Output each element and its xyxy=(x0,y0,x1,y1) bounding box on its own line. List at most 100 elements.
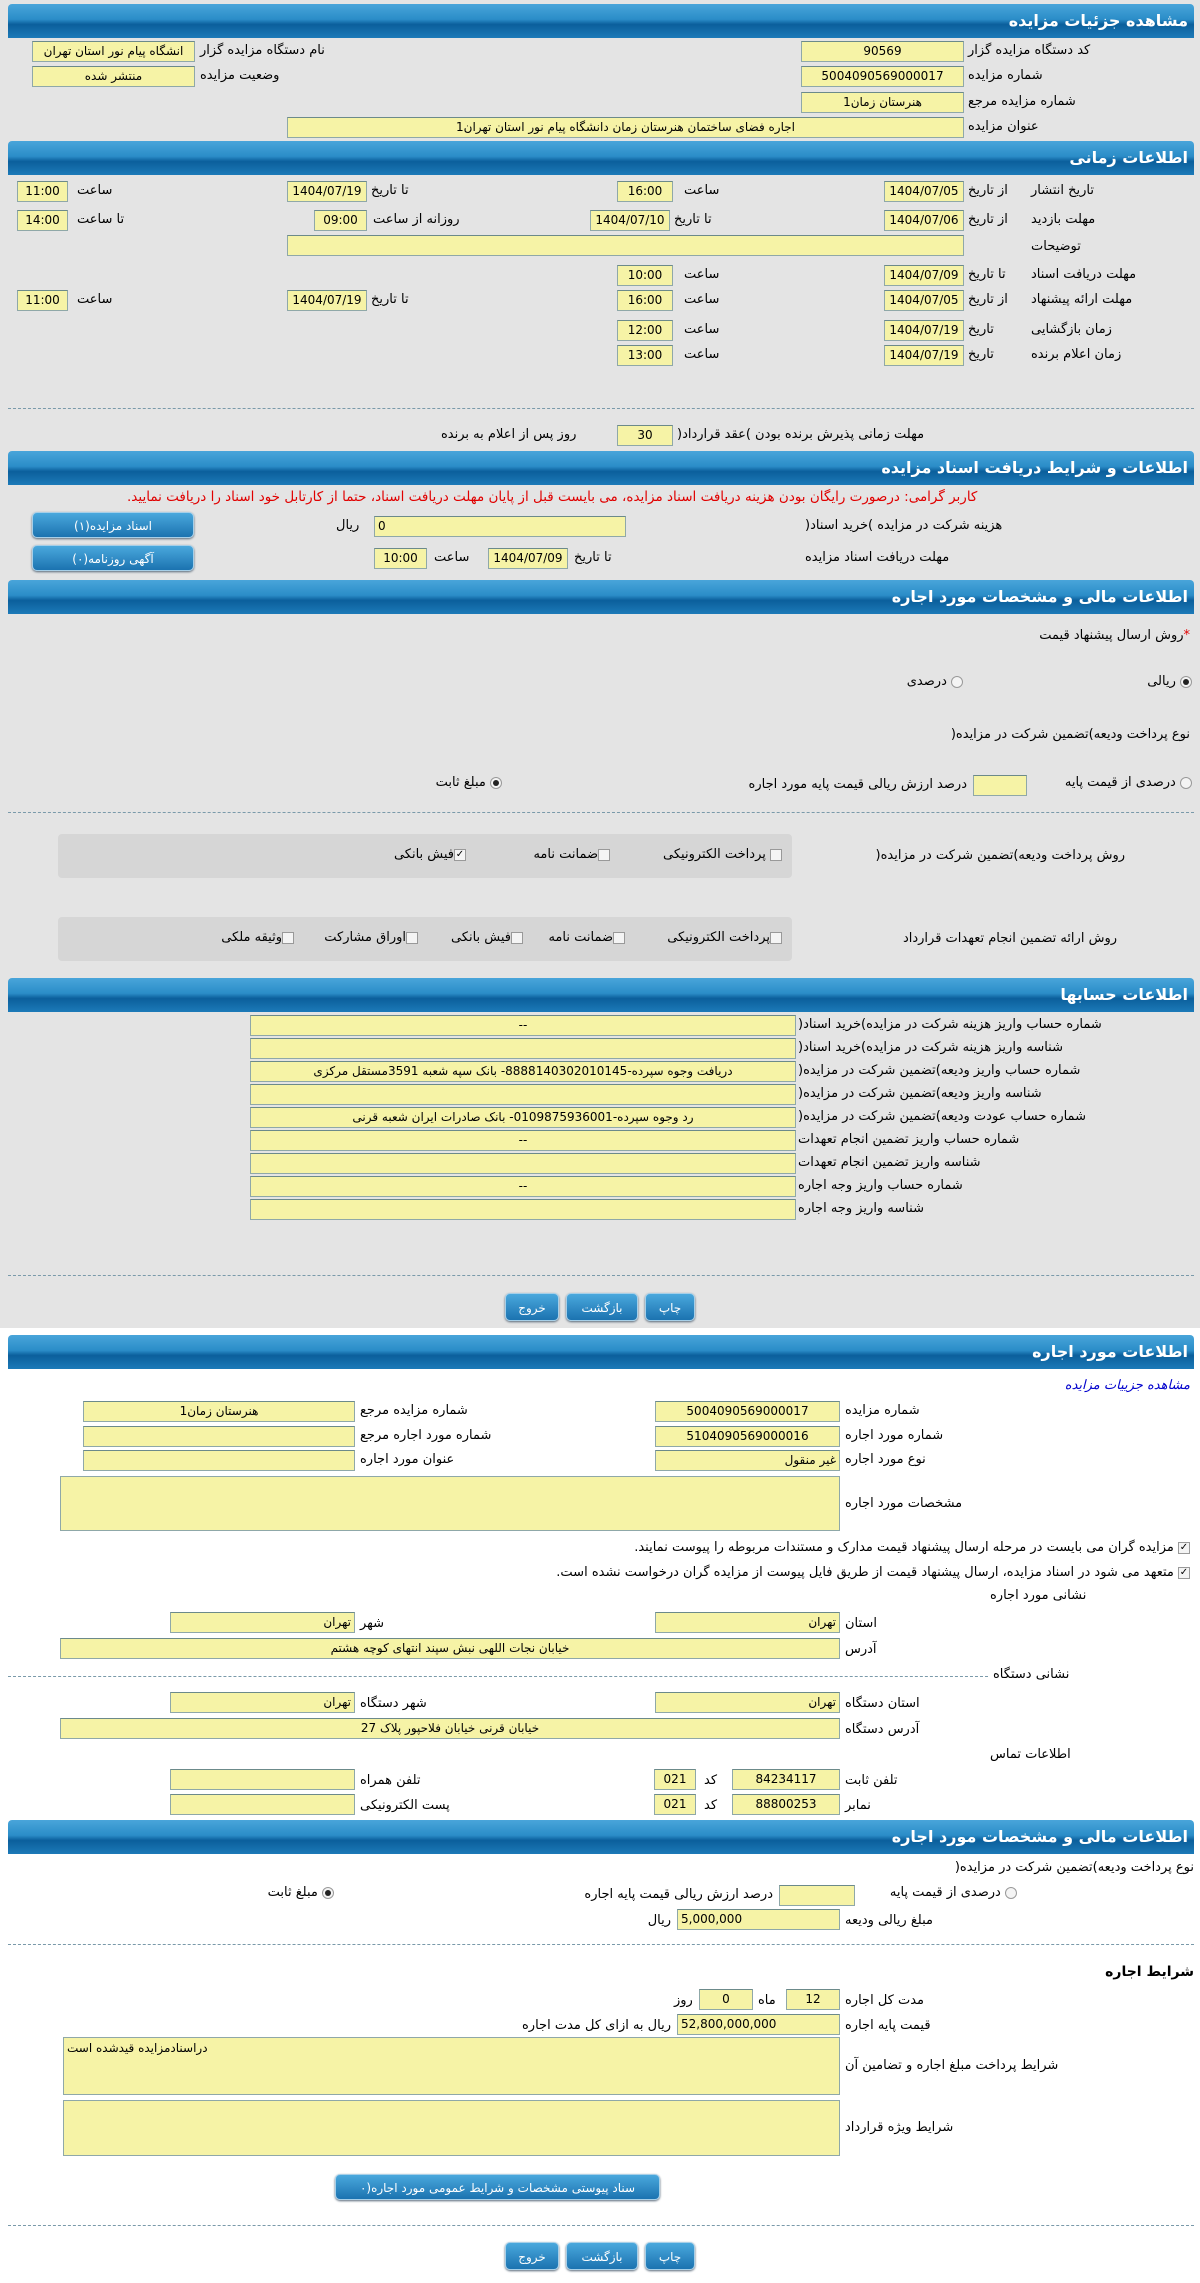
auction-details-link[interactable]: مشاهده جزییات مزایده xyxy=(1064,1378,1190,1393)
radio-icon[interactable] xyxy=(490,776,502,789)
months-field: 12 xyxy=(786,1989,840,2010)
account-field xyxy=(250,1199,796,1220)
checkbox-icon[interactable] xyxy=(770,931,782,944)
auction-docs-button[interactable]: اسناد مزایده(۱) xyxy=(32,512,194,538)
account-field xyxy=(250,1084,796,1105)
org-name-label: نام دستگاه مزایده گزار xyxy=(200,43,325,58)
time-label: ساعت xyxy=(684,267,720,282)
phone-code-field: 021 xyxy=(654,1769,696,1790)
org-city-field: تهران xyxy=(170,1692,355,1713)
ref-no-field: هنرستان زمان1 xyxy=(83,1401,355,1422)
account-field: -- xyxy=(250,1015,796,1036)
radio-percent[interactable]: درصدی xyxy=(907,674,963,689)
from-date-label: از تاریخ xyxy=(968,292,1008,307)
exit-button[interactable]: خروج xyxy=(505,2242,559,2270)
checkbox-icon[interactable] xyxy=(598,848,610,861)
checkbox-bank-receipt[interactable]: فیش بانکی xyxy=(451,930,523,945)
winner-label: زمان اعلام برنده xyxy=(1031,347,1122,362)
auction-no-field: 5004090569000017 xyxy=(801,66,964,87)
specs-textarea xyxy=(60,1476,840,1531)
radio-icon[interactable] xyxy=(951,675,963,688)
deposit-method-box: پرداخت الکترونیکی ضمانت نامه ✓فیش بانکی xyxy=(58,834,792,878)
radio-percent-of-base[interactable]: درصدی از قیمت پایه xyxy=(1065,775,1192,790)
special-terms-label: شرایط ویژه قرارداد xyxy=(845,2120,954,2135)
checkbox-label: فیش بانکی xyxy=(393,847,454,862)
to-time-label: تا ساعت xyxy=(77,212,125,227)
account-label: شناسه واریز تضمین انجام تعهدات xyxy=(798,1155,981,1170)
date-label: تاریخ xyxy=(968,347,994,362)
checkbox-icon[interactable] xyxy=(406,931,418,944)
opening-date: 1404/07/19 xyxy=(884,320,964,341)
checkbox-bank-receipt[interactable]: ✓فیش بانکی xyxy=(394,847,466,862)
rial-label: ریال xyxy=(336,518,360,533)
radio-icon[interactable] xyxy=(322,1886,334,1899)
attachments-button[interactable]: سناد پیوستی مشخصات و شرایط عمومی مورد اج… xyxy=(335,2174,660,2200)
back-button[interactable]: بازگشت xyxy=(566,2242,638,2270)
accept-days-field: 30 xyxy=(617,425,673,446)
offer-to-time: 11:00 xyxy=(17,290,68,311)
visit-daily-from: 09:00 xyxy=(314,210,367,231)
publish-label: تاریخ انتشار xyxy=(1031,183,1094,198)
percent-field xyxy=(973,775,1027,796)
checkbox-icon[interactable] xyxy=(282,931,294,944)
checkbox-property-collateral[interactable]: وثیقه ملکی xyxy=(221,930,294,945)
time-label: ساعت xyxy=(684,183,720,198)
checkmark-icon: ✓ xyxy=(1178,1566,1190,1579)
status-field: منتشر شده xyxy=(32,66,195,87)
account-label: شناسه واریز وجه اجاره xyxy=(798,1201,924,1216)
checkbox-guarantee-letter[interactable]: ضمانت نامه xyxy=(548,930,625,945)
base-price-label: قیمت پایه اجاره xyxy=(845,2018,931,2033)
checkbox-electronic[interactable]: پرداخت الکترونیکی xyxy=(667,930,782,945)
section-header-accounts: اطلاعات حسابها xyxy=(8,978,1194,1012)
exit-button[interactable]: خروج xyxy=(505,1293,559,1321)
radio-fixed-amount[interactable]: مبلغ ثابت xyxy=(436,775,502,790)
radio-icon[interactable] xyxy=(1005,1886,1017,1899)
org-city-label: شهر دستگاه xyxy=(360,1696,427,1711)
date-label: تاریخ xyxy=(968,322,994,337)
radio-percent-of-base[interactable]: درصدی از قیمت پایه xyxy=(890,1885,1017,1900)
payment-terms-text: دراسنادمزایده قیدشده است xyxy=(67,2041,208,2055)
address-label: آدرس xyxy=(845,1642,877,1657)
radio-icon[interactable] xyxy=(1180,675,1192,688)
accept-suffix: روز پس از اعلام به برنده xyxy=(441,427,577,442)
deadline-time: 10:00 xyxy=(374,548,427,569)
checkbox-electronic[interactable]: پرداخت الکترونیکی xyxy=(663,847,782,862)
visit-daily-to: 14:00 xyxy=(17,210,68,231)
print-button[interactable]: چاپ xyxy=(645,2242,695,2270)
checkbox-icon[interactable] xyxy=(613,931,625,944)
radio-rial[interactable]: ریالی xyxy=(1147,674,1192,689)
checkbox-icon[interactable] xyxy=(770,848,782,861)
notes-field xyxy=(287,235,964,256)
deposit-amount-label: مبلغ ریالی ودیعه xyxy=(845,1913,933,1928)
accept-label: مهلت زمانی پذیرش برنده بودن )عقد قرارداد… xyxy=(677,427,925,442)
checkmark-icon: ✓ xyxy=(1178,1541,1190,1554)
checkbox-label: پرداخت الکترونیکی xyxy=(663,847,766,862)
ref-no-field: هنرستان زمان1 xyxy=(801,92,964,113)
percent-of-base-label: درصدی از قیمت پایه xyxy=(1064,775,1176,790)
account-label: شماره حساب عودت ودیعه)تضمین شرکت در مزای… xyxy=(798,1109,1086,1124)
offer-from-time: 16:00 xyxy=(617,290,673,311)
checkbox-bonds[interactable]: اوراق مشارکت xyxy=(324,930,418,945)
visit-from-date: 1404/07/06 xyxy=(884,210,964,231)
radio-icon[interactable] xyxy=(1180,776,1192,789)
item-title-label: عنوان مورد اجاره xyxy=(360,1452,455,1467)
item-no-field: 5104090569000016 xyxy=(655,1426,840,1447)
section-header-financial: اطلاعات مالی و مشخصات مورد اجاره xyxy=(8,580,1194,614)
deposit-method-label: روش پرداخت ودیعه)تضمین شرکت در مزایده( xyxy=(875,848,1125,863)
print-button[interactable]: چاپ xyxy=(645,1293,695,1321)
fee-field: 0 xyxy=(374,516,626,537)
city-label: شهر xyxy=(360,1616,385,1631)
checkbox-guarantee-letter[interactable]: ضمانت نامه xyxy=(533,847,610,862)
check-text: متعهد می شود در اسناد مزایده، ارسال پیشن… xyxy=(556,1565,1174,1580)
back-button[interactable]: بازگشت xyxy=(566,1293,638,1321)
newspaper-ads-button[interactable]: آگهی روزنامه(۰) xyxy=(32,545,194,571)
section-header-auction-details: مشاهده جزئیات مزایده xyxy=(8,4,1194,38)
attachments-required-check: ✓ مزایده گران می بایست در مرحله ارسال پی… xyxy=(634,1540,1190,1555)
radio-fixed-amount[interactable]: مبلغ ثابت xyxy=(268,1885,334,1900)
checkmark-icon[interactable]: ✓ xyxy=(454,848,466,861)
checkbox-icon[interactable] xyxy=(511,931,523,944)
auction-no-label: شماره مزایده xyxy=(845,1403,920,1418)
price-method-label: *روش ارسال پیشنهاد قیمت xyxy=(1039,628,1190,643)
deposit-type-label: نوع پرداخت ودیعه)تضمین شرکت در مزایده( xyxy=(950,727,1190,742)
province-label: استان xyxy=(845,1616,877,1631)
